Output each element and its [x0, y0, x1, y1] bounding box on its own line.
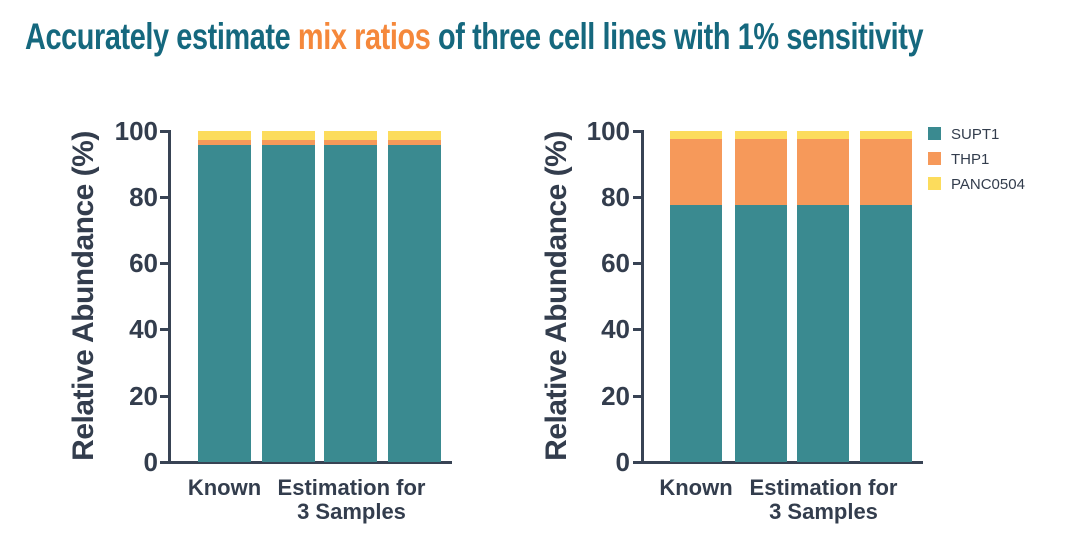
- panc0504-legend-label: PANC0504: [951, 176, 1025, 193]
- x-tick-label-line: Known: [659, 475, 733, 500]
- bar-segment-supt1: [735, 205, 787, 462]
- y-tick-mark: [633, 461, 641, 464]
- y-axis-line: [168, 129, 171, 463]
- bar-segment-supt1: [860, 205, 912, 462]
- y-tick-label: 40: [601, 314, 630, 345]
- y-tick-label: 20: [129, 380, 158, 411]
- thp1-legend-swatch: [928, 152, 941, 165]
- bar-segment-supt1: [262, 145, 315, 462]
- bar-segment-thp1: [670, 138, 722, 206]
- supt1-legend-label: SUPT1: [951, 126, 1000, 143]
- y-tick-label: 20: [601, 380, 630, 411]
- y-tick-label: 80: [129, 181, 158, 212]
- x-tick-label-line: Known: [187, 475, 262, 500]
- x-tick-label-line: 3 Samples: [769, 499, 878, 524]
- y-tick-label: 100: [586, 115, 630, 146]
- bar-segment-thp1: [262, 140, 315, 146]
- y-tick-label: 60: [129, 248, 158, 279]
- y-tick-label: 40: [129, 314, 158, 345]
- title-text-teal-1: Accurately estimate: [25, 16, 298, 57]
- y-tick-label: 80: [601, 181, 630, 212]
- bar-segment-supt1: [198, 145, 251, 462]
- bar-segment-supt1: [324, 145, 377, 462]
- bar-segment-panc0504: [670, 130, 722, 139]
- bar-segment-thp1: [324, 140, 377, 146]
- x-tick-label: Estimation for 3 Samples: [222, 476, 482, 524]
- title-text-teal-2: of three cell lines with 1% sensitivity: [430, 16, 924, 57]
- thp1-legend-label: THP1: [951, 151, 990, 168]
- y-tick-mark: [160, 461, 168, 464]
- x-tick-label: Known: [566, 476, 826, 500]
- supt1-legend-swatch: [928, 127, 941, 140]
- bar-segment-panc0504: [198, 130, 251, 141]
- y-tick-mark: [633, 394, 641, 398]
- x-tick-label: Known: [95, 476, 355, 500]
- x-tick-label: Estimation for 3 Samples: [694, 476, 954, 524]
- y-tick-mark: [160, 394, 168, 398]
- panc0504-legend-swatch: [928, 177, 941, 190]
- y-tick-mark: [633, 262, 641, 266]
- bar-segment-thp1: [198, 140, 251, 146]
- bar-segment-panc0504: [797, 130, 849, 139]
- bar-segment-thp1: [860, 138, 912, 206]
- y-tick-mark: [160, 262, 168, 266]
- bar-segment-thp1: [797, 138, 849, 206]
- y-tick-mark: [160, 328, 168, 332]
- y-tick-mark: [160, 195, 168, 199]
- page-title: Accurately estimate mix ratios of three …: [25, 16, 924, 58]
- bar-segment-supt1: [797, 205, 849, 462]
- bar-segment-panc0504: [262, 130, 315, 141]
- bar-segment-thp1: [735, 138, 787, 206]
- x-tick-label-line: 3 Samples: [297, 499, 406, 524]
- bar-segment-supt1: [388, 145, 441, 462]
- x-axis-line: [633, 461, 923, 464]
- x-tick-label-line: Estimation for: [277, 475, 426, 500]
- bar-segment-panc0504: [860, 130, 912, 139]
- y-axis-line: [641, 129, 644, 463]
- x-axis-line: [160, 461, 452, 464]
- y-tick-label: 60: [601, 248, 630, 279]
- y-tick-label: 0: [615, 447, 630, 477]
- bar-segment-panc0504: [324, 130, 377, 141]
- title-text-orange-highlight: mix ratios: [297, 16, 431, 57]
- y-tick-label: 100: [114, 115, 158, 146]
- bar-segment-panc0504: [735, 130, 787, 139]
- bar-segment-panc0504: [388, 130, 441, 141]
- bar-segment-supt1: [670, 205, 722, 462]
- bar-segment-thp1: [388, 140, 441, 146]
- y-tick-mark: [633, 195, 641, 199]
- x-tick-label-line: Estimation for: [749, 475, 898, 500]
- y-tick-mark: [633, 129, 641, 133]
- y-tick-label: 0: [143, 447, 158, 477]
- y-tick-mark: [160, 129, 168, 133]
- y-tick-mark: [633, 328, 641, 332]
